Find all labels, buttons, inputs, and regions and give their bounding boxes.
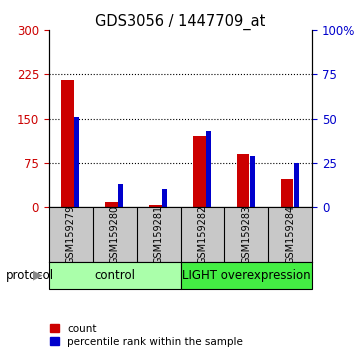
Text: GSM159284: GSM159284 [285,205,295,264]
Bar [105,202,118,207]
Bar [281,179,293,207]
Text: GDS3056 / 1447709_at: GDS3056 / 1447709_at [95,14,266,30]
Text: control: control [94,269,135,282]
Text: GSM159281: GSM159281 [153,205,164,264]
Bar [193,136,205,207]
Bar [118,184,123,207]
Text: GSM159283: GSM159283 [242,205,251,264]
Text: GSM159279: GSM159279 [66,205,76,264]
Text: GSM159280: GSM159280 [110,205,119,264]
Bar [180,262,312,289]
Text: GSM159282: GSM159282 [197,205,208,264]
Legend: count, percentile rank within the sample: count, percentile rank within the sample [50,324,243,347]
Text: LIGHT overexpression: LIGHT overexpression [182,269,311,282]
Text: ▶: ▶ [32,269,42,282]
Bar [250,156,255,207]
Bar [162,189,167,207]
Bar [206,131,211,207]
Bar [294,163,299,207]
Bar [74,117,79,207]
Bar [149,205,162,207]
Text: protocol: protocol [5,269,53,282]
Bar [237,154,249,207]
Bar [61,80,74,207]
Bar [49,262,180,289]
